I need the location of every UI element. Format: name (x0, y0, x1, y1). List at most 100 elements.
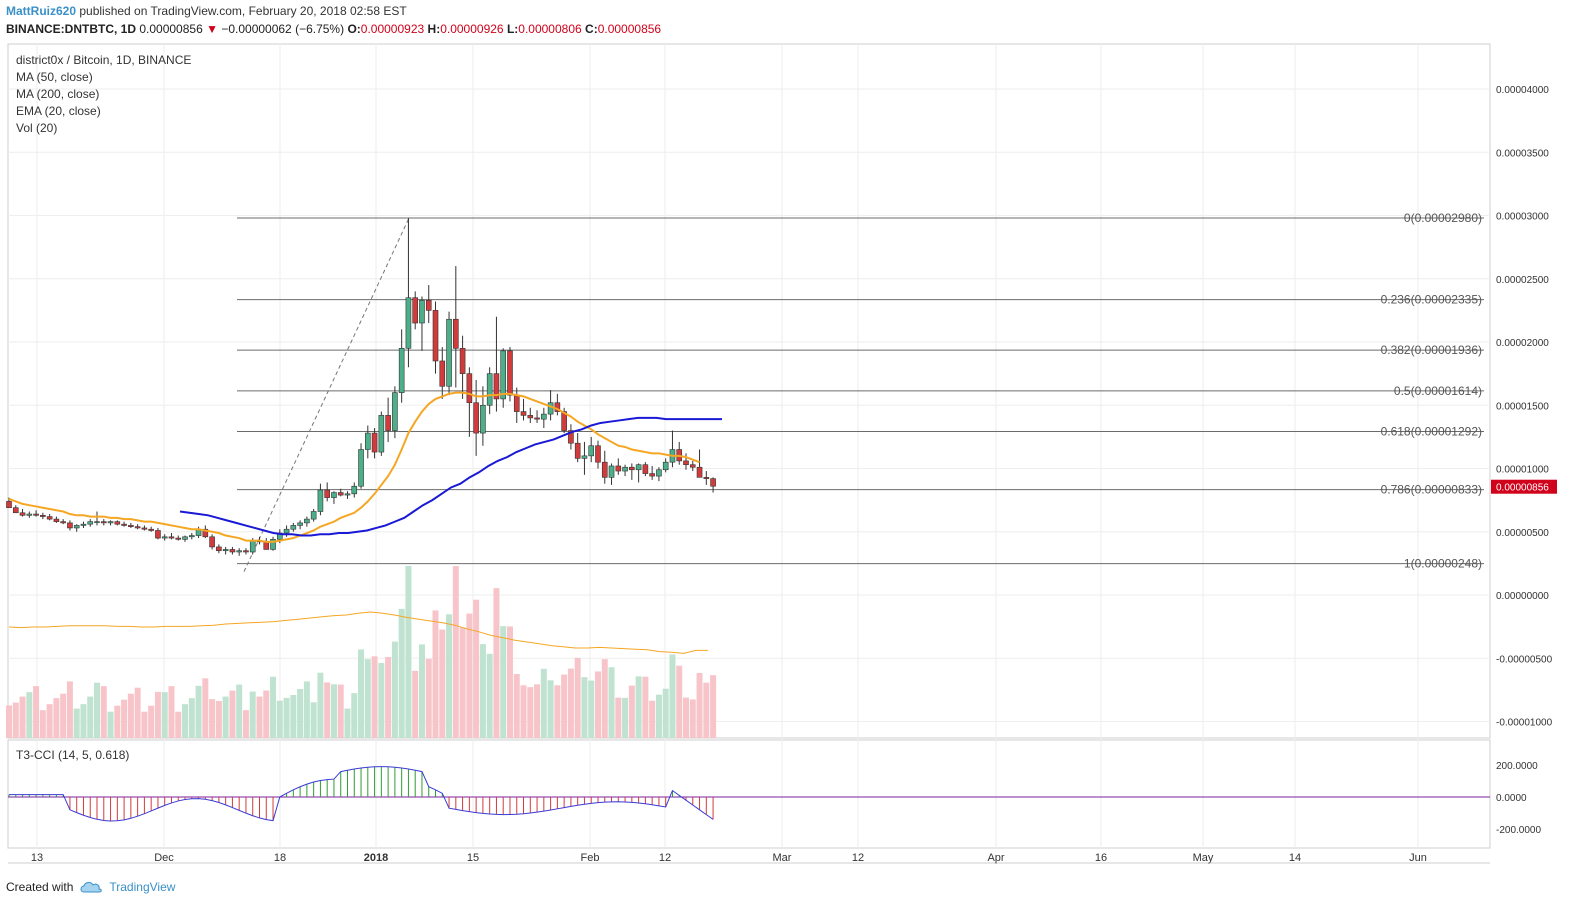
candle-body (94, 521, 100, 523)
volume-bar (229, 690, 236, 738)
volume-bar (588, 680, 595, 738)
volume-bar (391, 641, 398, 738)
author-link[interactable]: MattRuiz620 (6, 4, 77, 18)
fib-level-label: 0.382(0.00001936) (1381, 343, 1482, 357)
x-tick-label: Jun (1409, 852, 1427, 864)
candle-body (642, 464, 649, 474)
volume-bar (466, 613, 473, 738)
candle-body (710, 478, 716, 487)
candle-body (656, 469, 662, 477)
volume-bar (12, 702, 19, 738)
candle-body (324, 489, 330, 498)
candle-body (182, 536, 188, 540)
volume-bar (107, 711, 114, 738)
candle-body (385, 415, 391, 431)
cci-legend[interactable]: T3-CCI (14, 5, 0.618) (16, 748, 130, 762)
legend-volume[interactable]: Vol (20) (16, 121, 58, 135)
candle-body (100, 521, 107, 524)
candle-body (398, 348, 405, 393)
volume-bar (236, 684, 243, 738)
volume-bar (188, 698, 195, 738)
volume-bar (121, 699, 128, 738)
tradingview-link[interactable]: TradingView (109, 880, 176, 894)
candle-body (534, 417, 540, 420)
candle-body (155, 530, 161, 539)
candle-body (513, 394, 520, 412)
legend-ema20[interactable]: EMA (20, close) (16, 104, 101, 118)
volume-bar (642, 676, 649, 738)
x-tick-label: 15 (467, 852, 479, 864)
volume-bar (317, 672, 324, 738)
volume-bar (256, 696, 263, 738)
x-tick-label: 18 (274, 852, 286, 864)
x-tick-label: 12 (852, 852, 864, 864)
volume-bar (100, 686, 107, 738)
candle-body (60, 521, 66, 524)
volume-bar (270, 676, 277, 738)
candle-body (317, 489, 324, 512)
volume-bar (195, 685, 202, 738)
candle-body (73, 525, 80, 529)
volume-bar (127, 693, 134, 738)
candle-body (378, 415, 385, 453)
candle-body (331, 492, 337, 498)
last-price-tag (1491, 479, 1557, 494)
low-label: L: (506, 22, 519, 36)
candle-body (229, 549, 236, 553)
volume-bar (540, 668, 547, 738)
candle-body (392, 392, 398, 431)
volume-bar (168, 686, 175, 738)
volume-bar (513, 674, 520, 738)
volume-bar (506, 626, 513, 738)
candle-body (46, 516, 53, 520)
volume-bar (87, 696, 94, 738)
fib-level-label: 0.618(0.00001292) (1381, 425, 1482, 439)
volume-bar (696, 673, 703, 738)
volume-bar (148, 705, 155, 738)
volume-bar (330, 684, 337, 738)
volume-bar (547, 680, 554, 738)
cci-y-tick-label: 0.0000 (1496, 793, 1527, 804)
candle-body (547, 402, 554, 415)
volume-bar (94, 682, 101, 738)
volume-bar (520, 685, 527, 738)
t3-cci-pane (8, 766, 1490, 822)
candle-body (473, 402, 479, 434)
volume-ma-line (8, 611, 708, 654)
candle-body (486, 373, 493, 406)
candle-body (412, 297, 419, 324)
candle-body (107, 521, 114, 524)
legend-ma200[interactable]: MA (200, close) (16, 87, 100, 101)
fib-trend-line (243, 217, 410, 572)
candle-body (425, 299, 432, 311)
last-price-tag-label: 0.00000856 (1496, 483, 1549, 494)
x-tick-label: Dec (154, 852, 174, 864)
chart-title: district0x / Bitcoin, 1D, BINANCE (16, 53, 192, 67)
volume-bar (683, 697, 689, 738)
candle-body (243, 550, 249, 553)
volume-bar (432, 610, 439, 738)
volume-bar (263, 690, 270, 738)
candle-body (290, 525, 297, 530)
high-value: 0.00000926 (440, 22, 504, 36)
symbol-label: BINANCE:DNTBTC, 1D (6, 22, 136, 36)
candle-body (358, 449, 364, 487)
high-label: H: (427, 22, 441, 36)
volume-bar (141, 711, 148, 738)
volume-bar (182, 704, 189, 738)
candle-body (493, 373, 500, 400)
candle-body (148, 528, 154, 531)
candle-body (601, 461, 608, 478)
candle-body (344, 493, 351, 496)
volume-bar (418, 644, 425, 738)
candle-body (419, 299, 425, 324)
volume-bar (202, 678, 209, 738)
candle-body (696, 466, 703, 478)
candle-body (615, 465, 622, 472)
volume-bar (554, 685, 561, 738)
legend-ma50[interactable]: MA (50, close) (16, 70, 93, 84)
volume-bar (66, 681, 73, 738)
publish-header: MattRuiz620 published on TradingView.com… (6, 3, 407, 19)
publish-info: published on TradingView.com, February 2… (76, 4, 407, 18)
